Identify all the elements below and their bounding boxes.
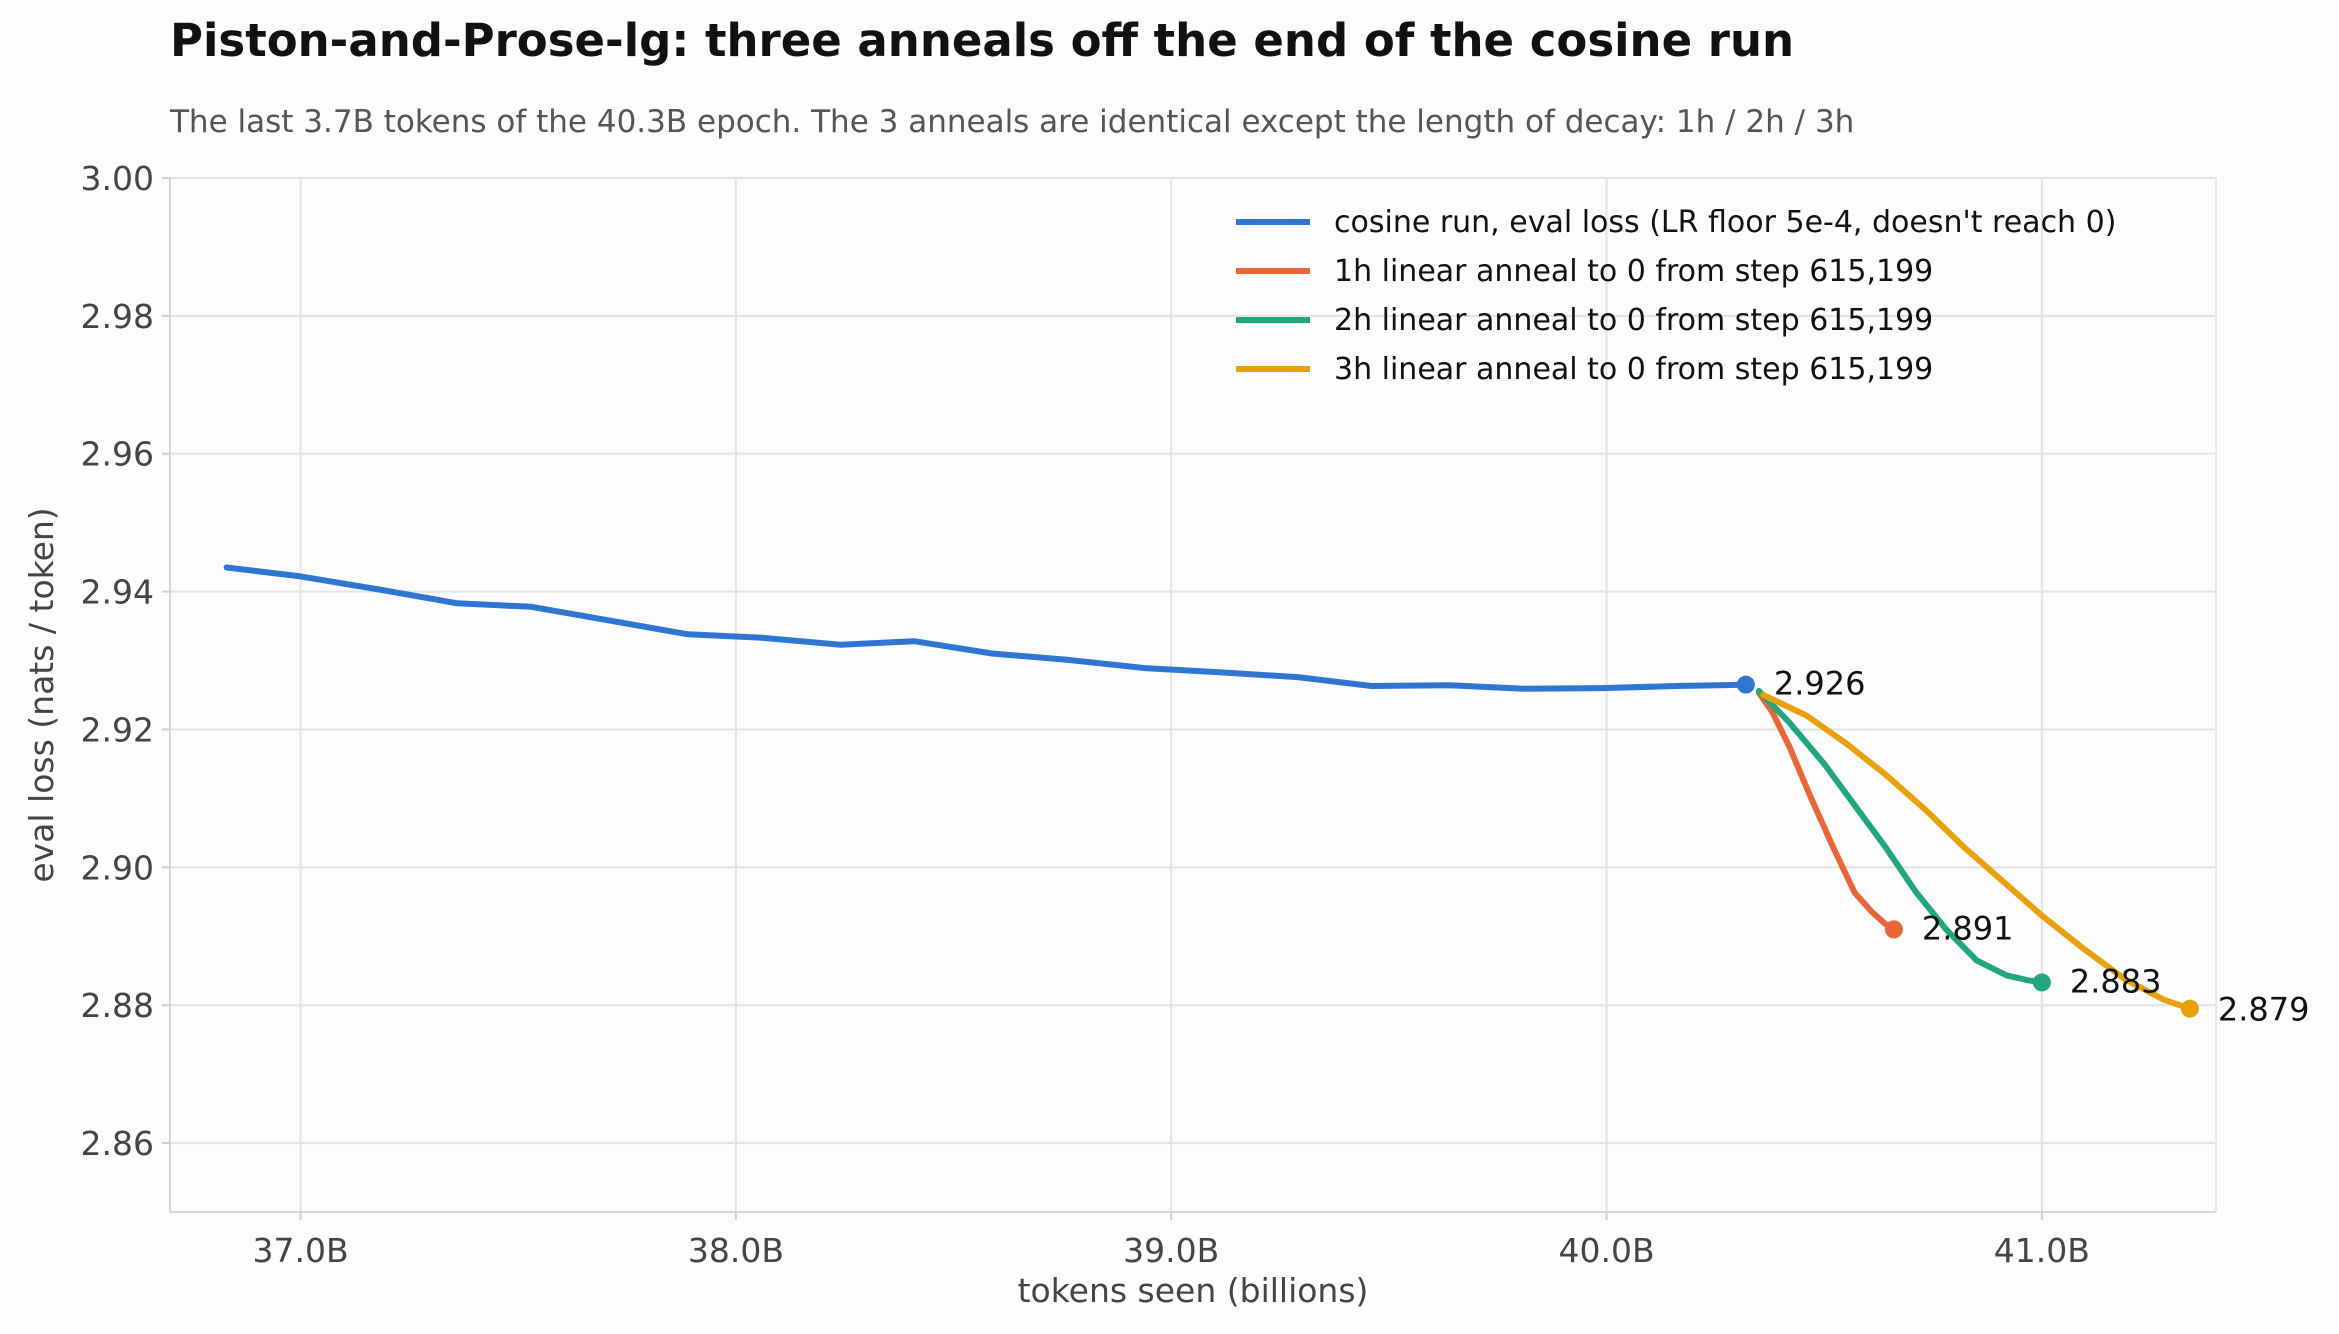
x-tick-label: 40.0B [1558, 1231, 1654, 1270]
series-end-label-3: 2.883 [2070, 962, 2162, 1000]
series-end-label-2: 2.891 [1922, 909, 2014, 947]
series-lines [223, 564, 2193, 1012]
y-tick-label: 2.98 [81, 297, 154, 336]
chart-title: Piston-and-Prose-lg: three anneals off t… [170, 14, 1795, 67]
x-tick-label: 38.0B [688, 1231, 784, 1270]
legend-entry-4: 3h linear anneal to 0 from step 615,199 [1334, 352, 1933, 387]
series-line-4 [1760, 692, 2193, 1012]
y-tick-label: 3.00 [81, 159, 154, 198]
series-end-marker-4 [2180, 999, 2199, 1018]
legend: cosine run, eval loss (LR floor 5e-4, do… [1236, 205, 2116, 387]
series-line-2 [1755, 689, 1897, 933]
y-tick-label: 2.92 [81, 710, 154, 749]
legend-entry-3: 2h linear anneal to 0 from step 615,199 [1334, 303, 1933, 338]
y-axis-label: eval loss (nats / token) [22, 507, 61, 882]
x-axis-label: tokens seen (billions) [1018, 1271, 1369, 1310]
x-tick-label: 39.0B [1123, 1231, 1219, 1270]
y-tick-label: 2.90 [81, 848, 154, 887]
series-end-marker-3 [2032, 973, 2051, 992]
chart-subtitle: The last 3.7B tokens of the 40.3B epoch.… [170, 104, 1855, 140]
x-tick-label: 41.0B [1994, 1231, 2090, 1270]
y-tick-label: 2.94 [81, 573, 154, 612]
y-tick-label: 2.96 [81, 435, 154, 474]
y-tick-label: 2.86 [81, 1124, 154, 1163]
series-line-1 [223, 564, 1749, 692]
series-end-label-1: 2.926 [1774, 665, 1866, 703]
legend-entry-2: 1h linear anneal to 0 from step 615,199 [1334, 254, 1933, 289]
axes: 2.86 2.88 2.90 2.92 2.94 2.96 2.98 3.00 37.0B 38.… [81, 159, 2217, 1270]
grid [170, 177, 2216, 1212]
legend-entry-1: cosine run, eval loss (LR floor 5e-4, do… [1334, 205, 2116, 240]
series-end-marker-1 [1736, 675, 1755, 694]
end-labels: 2.926 2.891 2.883 2.879 [1736, 665, 2310, 1029]
series-end-label-4: 2.879 [2218, 991, 2310, 1029]
series-end-marker-2 [1884, 920, 1903, 939]
y-tick-label: 2.88 [81, 986, 154, 1025]
x-tick-label: 37.0B [253, 1231, 349, 1270]
series-line-3 [1755, 687, 2045, 986]
